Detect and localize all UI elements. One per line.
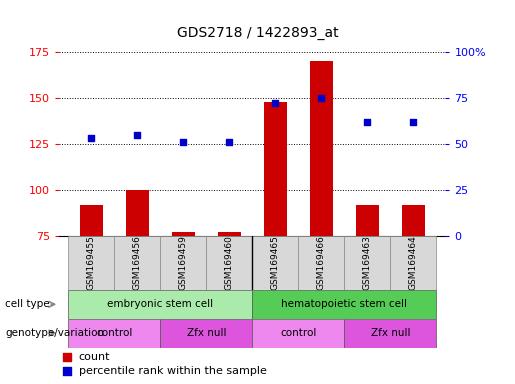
Text: genotype/variation: genotype/variation [5,328,104,338]
Bar [160,236,207,290]
Text: GDS2718 / 1422893_at: GDS2718 / 1422893_at [177,26,338,40]
Bar [218,232,241,236]
Text: GSM169463: GSM169463 [363,236,372,290]
Bar [252,236,298,290]
Bar [356,205,379,236]
Bar [345,319,436,348]
Text: Zfx null: Zfx null [186,328,226,338]
Text: GSM169460: GSM169460 [225,236,234,290]
Bar [252,290,436,319]
Text: embryonic stem cell: embryonic stem cell [107,299,213,310]
Bar [207,236,252,290]
Bar [68,319,160,348]
Text: control: control [96,328,132,338]
Point [363,119,371,125]
Bar [172,232,195,236]
Text: hematopoietic stem cell: hematopoietic stem cell [281,299,407,310]
Bar [68,290,252,319]
Text: Zfx null: Zfx null [371,328,410,338]
Point [317,95,325,101]
Bar [390,236,436,290]
Text: GSM169466: GSM169466 [317,236,326,290]
Text: GSM169459: GSM169459 [179,236,188,290]
Point [271,100,280,106]
Text: GSM169464: GSM169464 [409,236,418,290]
Point [318,278,327,284]
Bar [252,319,345,348]
Point [87,136,96,142]
Bar [310,61,333,236]
Text: GSM169465: GSM169465 [271,236,280,290]
Text: percentile rank within the sample: percentile rank within the sample [78,366,266,376]
Point [133,132,142,138]
Point [225,139,233,145]
Text: GSM169455: GSM169455 [87,236,96,290]
Text: count: count [78,352,110,362]
Text: control: control [280,328,317,338]
Point [318,147,327,153]
Bar [264,102,287,236]
Point [409,119,417,125]
Bar [402,205,425,236]
Bar [114,236,160,290]
Text: GSM169456: GSM169456 [133,236,142,290]
Bar [126,190,149,236]
Bar [298,236,345,290]
Text: cell type: cell type [5,299,50,310]
Bar [80,205,103,236]
Bar [345,236,390,290]
Point [179,139,187,145]
Bar [68,236,114,290]
Bar [160,319,252,348]
